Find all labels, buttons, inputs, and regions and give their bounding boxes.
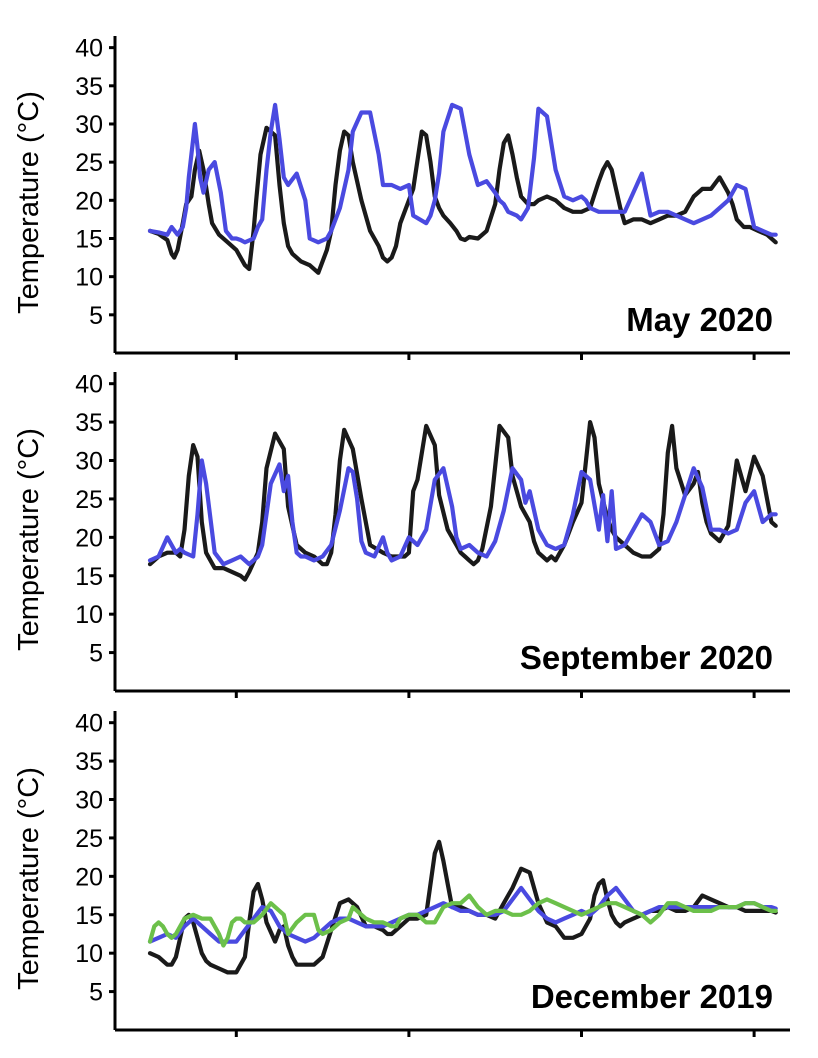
- y-axis-label: Temperature (°C): [13, 767, 45, 990]
- y-tick-label: 5: [89, 979, 103, 1007]
- y-axis-label: Temperature (°C): [13, 91, 45, 314]
- y-tick-label: 10: [75, 940, 103, 968]
- y-tick-label: 40: [75, 371, 103, 399]
- y-tick-label: 15: [75, 902, 103, 930]
- chart-panel-2: 5 10 15 20 25 30 35 40 Temperature (°C) September…: [13, 371, 790, 698]
- series-line-2: [147, 458, 778, 567]
- panel-title: December 2019: [531, 978, 773, 1015]
- y-tick-label: 35: [75, 748, 103, 776]
- y-tick-label: 20: [75, 187, 103, 215]
- y-tick-label: 25: [75, 149, 103, 177]
- y-tick-label: 35: [75, 73, 103, 101]
- panel-title: May 2020: [626, 301, 773, 338]
- y-tick-label: 40: [75, 710, 103, 738]
- y-tick-label: 30: [75, 787, 103, 815]
- y-tick-label: 30: [75, 111, 103, 139]
- y-tick-label: 15: [75, 225, 103, 253]
- y-tick-label: 10: [75, 601, 103, 629]
- series-line-1: [147, 420, 778, 582]
- y-tick-label: 25: [75, 825, 103, 853]
- y-tick-label: 15: [75, 563, 103, 591]
- y-tick-label: 25: [75, 486, 103, 514]
- series-line-2: [147, 102, 778, 245]
- y-tick-label: 5: [89, 640, 103, 668]
- series-line-3: [147, 893, 778, 948]
- y-tick-label: 20: [75, 524, 103, 552]
- chart-panel-3: 5 10 15 20 25 30 35 40 Temperature (°C) December …: [13, 710, 790, 1037]
- y-tick-label: 35: [75, 409, 103, 437]
- y-tick-label: 10: [75, 264, 103, 292]
- y-tick-label: 20: [75, 863, 103, 891]
- chart-panel-1: 5 10 15 20 25 30 35 40 Temperature (°C) May 2020: [13, 35, 790, 360]
- series-line-2: [147, 885, 778, 944]
- y-tick-label: 40: [75, 35, 103, 63]
- y-tick-label: 5: [89, 302, 103, 330]
- y-axis-label: Temperature (°C): [13, 428, 45, 651]
- y-tick-label: 30: [75, 448, 103, 476]
- panel-title: September 2020: [520, 639, 773, 676]
- series-line-1: [147, 125, 778, 275]
